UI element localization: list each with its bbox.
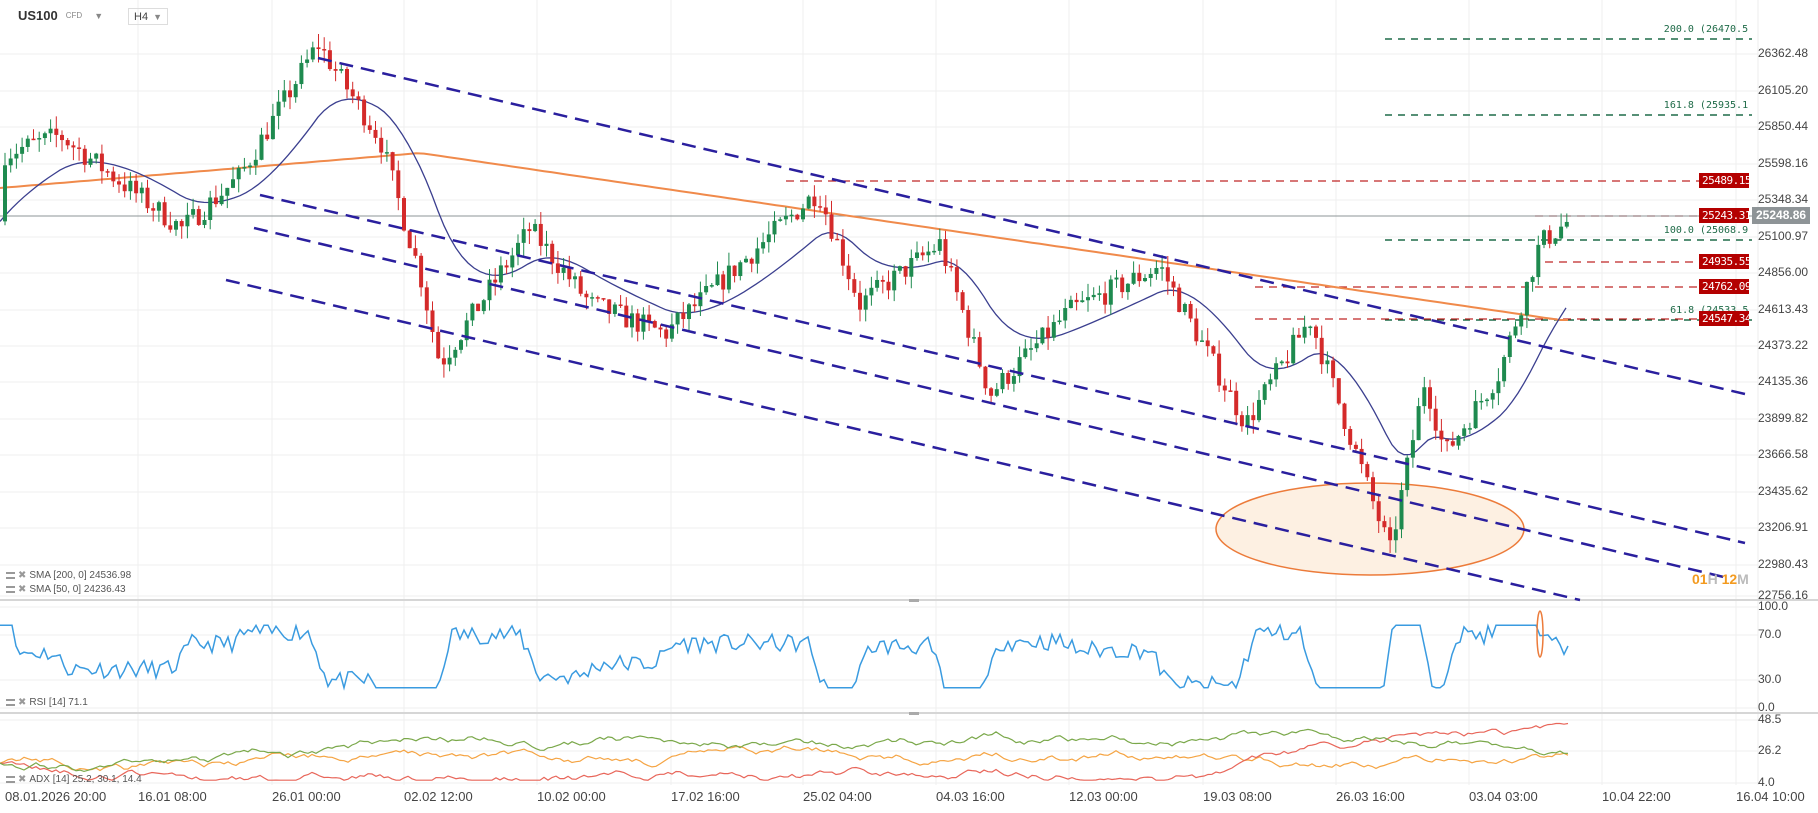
rsi-axis-label: 100.0 [1758, 599, 1789, 613]
adx-lines [0, 722, 1569, 781]
symbol-type: CFD [65, 11, 83, 20]
time-axis-label: 26.01 00:00 [272, 789, 341, 804]
symbol-selector[interactable]: US100 CFD ▼ [18, 8, 103, 23]
rsi-axis-label: 30.0 [1758, 672, 1782, 686]
settings-icon[interactable] [6, 776, 15, 783]
legend-adx: ✖ ADX [14] 25.2, 30.1, 14.4 [6, 774, 142, 785]
settings-icon[interactable] [6, 699, 15, 706]
pane-resize-handle[interactable] [909, 712, 919, 715]
price-axis-label: 23666.58 [1758, 447, 1809, 461]
time-axis-label: 16.04 10:00 [1736, 789, 1805, 804]
chevron-down-icon[interactable]: ▼ [94, 10, 104, 21]
fibonacci-level-label: 161.8 (25935.1 [1663, 100, 1749, 111]
rsi-highlight-ellipse [1536, 610, 1544, 658]
adx-line-1 [0, 722, 1569, 781]
settings-icon[interactable] [6, 572, 15, 579]
sma200-line [0, 152, 1568, 321]
time-axis-label: 02.02 12:00 [404, 789, 473, 804]
close-icon[interactable]: ✖ [18, 570, 27, 581]
rsi-axis-label: 70.0 [1758, 627, 1782, 641]
time-axis-label: 12.03 00:00 [1069, 789, 1138, 804]
price-axis-label: 23206.91 [1758, 520, 1809, 534]
price-axis-label: 25348.34 [1758, 192, 1809, 206]
close-icon[interactable]: ✖ [18, 697, 27, 708]
time-axis-label: 25.02 04:00 [803, 789, 872, 804]
current-price-tag: 25248.86 [1752, 207, 1811, 224]
adx-line-0 [0, 745, 1569, 772]
pane-resize-handle[interactable] [909, 599, 919, 602]
price-axis-label: 22980.43 [1758, 557, 1809, 571]
legend-sma50: ✖ SMA [50, 0] 24236.43 [6, 584, 126, 595]
sma50-line [0, 98, 1567, 456]
price-axis-label: 24373.22 [1758, 338, 1809, 352]
highlight-ellipse[interactable] [1215, 482, 1525, 576]
candlesticks [3, 34, 1569, 553]
close-icon[interactable]: ✖ [18, 584, 27, 595]
settings-icon[interactable] [6, 586, 15, 593]
channel-line-3[interactable] [253, 226, 1729, 580]
time-axis-label: 19.03 08:00 [1203, 789, 1272, 804]
time-axis-label: 17.02 16:00 [671, 789, 740, 804]
channel-line-top[interactable] [317, 56, 1746, 396]
price-axis-label: 22756.16 [1758, 588, 1809, 602]
timeframe-value: H4 [134, 10, 149, 23]
price-level-tag: 24762.09 [1699, 279, 1749, 294]
price-axis-label: 25598.16 [1758, 156, 1809, 170]
price-axis-label: 26105.20 [1758, 83, 1809, 97]
adx-axis-label: 4.0 [1758, 775, 1775, 789]
legend-rsi: ✖ RSI [14] 71.1 [6, 697, 88, 708]
time-axis-label: 04.03 16:00 [936, 789, 1005, 804]
timeframe-select[interactable]: H4 ▼ [128, 8, 168, 25]
adx-line-2 [0, 728, 1569, 773]
fibonacci-level-label: 61.8 (24533.5 [1670, 305, 1748, 316]
time-axis-label: 10.04 22:00 [1602, 789, 1671, 804]
symbol-name: US100 [18, 8, 58, 23]
price-axis-label: 24135.36 [1758, 374, 1809, 388]
price-axis-label: 23435.62 [1758, 484, 1809, 498]
price-axis-label: 26362.48 [1758, 46, 1809, 60]
time-axis-label: 08.01.2026 20:00 [5, 789, 107, 804]
adx-axis-label: 26.2 [1758, 743, 1782, 757]
rsi-line [0, 623, 1569, 691]
rsi-axis-label: 0.0 [1758, 700, 1775, 714]
channel-line-2[interactable] [259, 193, 1746, 545]
legend-sma200: ✖ SMA [200, 0] 24536.98 [6, 570, 131, 581]
rsi-label: RSI [14] 71.1 [29, 697, 88, 708]
price-level-tag: 25243.31 [1699, 208, 1749, 223]
time-axis-label: 26.03 16:00 [1336, 789, 1405, 804]
price-axis-label: 23899.82 [1758, 411, 1809, 425]
grid [0, 0, 1758, 785]
adx-axis-label: 48.5 [1758, 712, 1782, 726]
fibonacci-lines [1385, 38, 1752, 321]
sma50-label: SMA [50, 0] 24236.43 [29, 584, 126, 595]
price-level-tag: 24935.55 [1699, 254, 1749, 269]
sma200-label: SMA [200, 0] 24536.98 [29, 570, 132, 581]
adx-label: ADX [14] 25.2, 30.1, 14.4 [29, 774, 142, 785]
candle-countdown: 01H 12M [1692, 571, 1749, 587]
fibonacci-level-label: 100.0 (25068.9 [1663, 225, 1749, 236]
price-axis-label: 25100.97 [1758, 229, 1809, 243]
price-level-tag: 25489.15 [1699, 173, 1749, 188]
time-axis-label: 03.04 03:00 [1469, 789, 1538, 804]
channel-line-bottom[interactable] [225, 278, 1581, 602]
channel-lines [225, 56, 1746, 602]
price-level-tag: 24547.34 [1699, 311, 1749, 326]
price-axis-label: 24613.43 [1758, 302, 1809, 316]
chevron-down-icon: ▼ [153, 11, 162, 22]
time-axis-label: 16.01 08:00 [138, 789, 207, 804]
price-axis-label: 24856.00 [1758, 265, 1809, 279]
time-axis-label: 10.02 00:00 [537, 789, 606, 804]
price-axis-label: 25850.44 [1758, 119, 1809, 133]
close-icon[interactable]: ✖ [18, 774, 27, 785]
fibonacci-level-label: 200.0 (26470.5 [1663, 24, 1749, 35]
